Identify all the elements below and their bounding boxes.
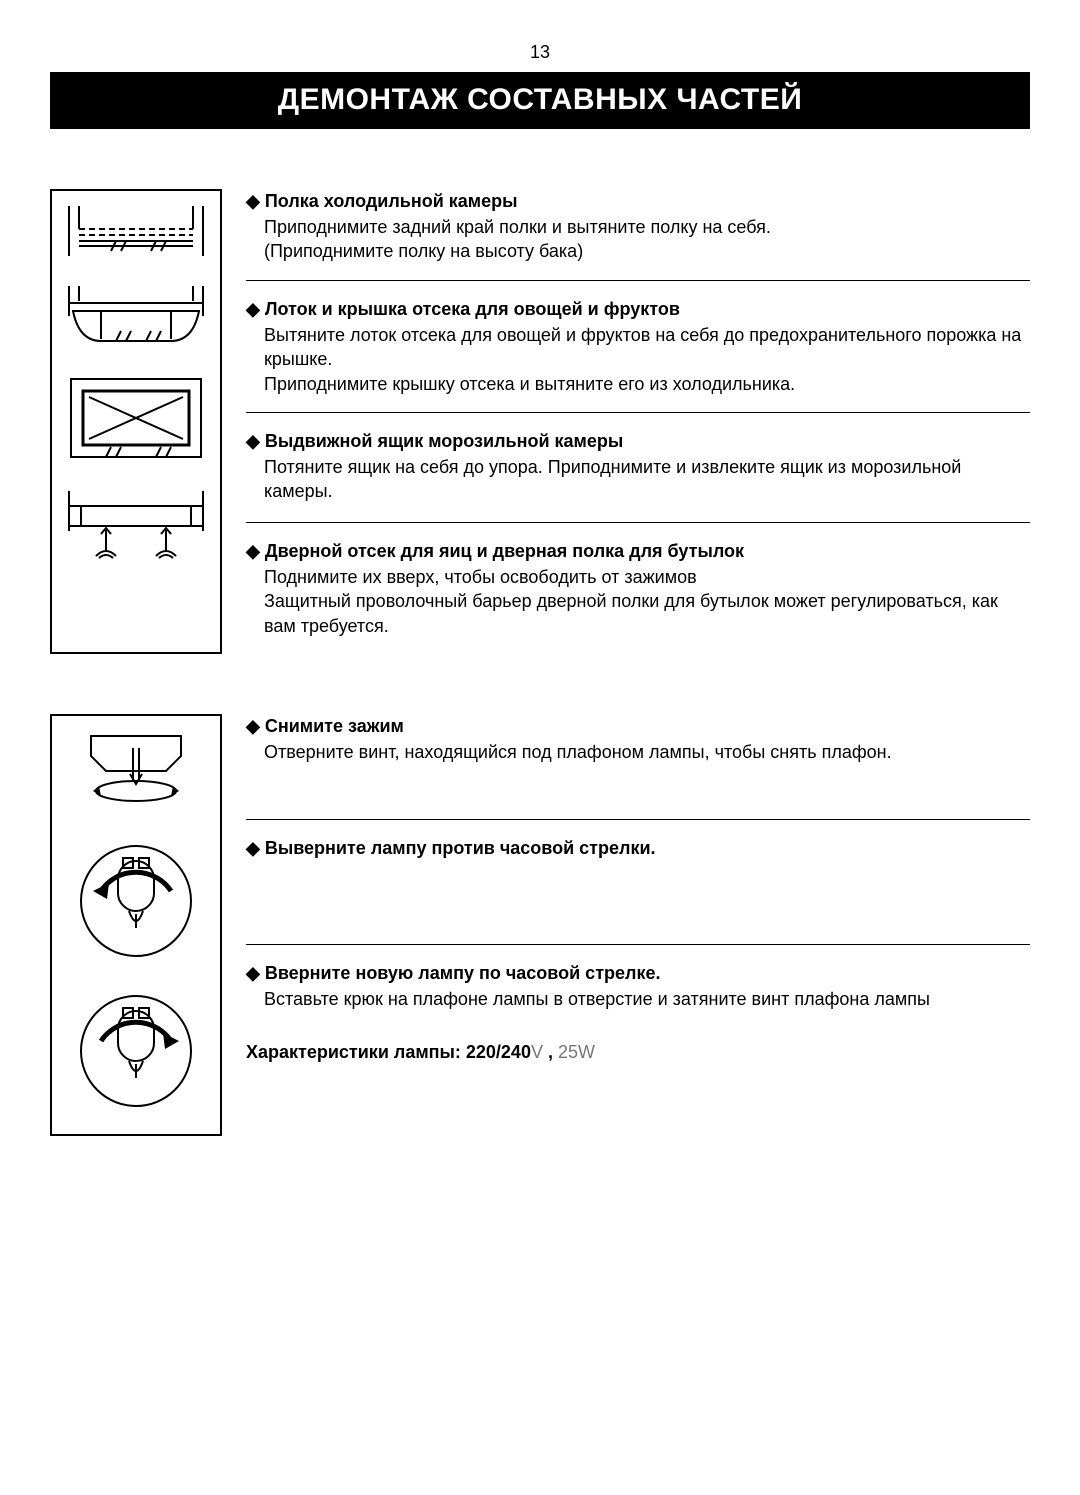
- section-remove-clamp: Снимите зажим Отверните винт, находящийс…: [246, 714, 1030, 819]
- section-title: Лоток и крышка отсека для овощей и фрукт…: [246, 297, 1030, 321]
- section-title: Выдвижной ящик морозильной камеры: [246, 429, 1030, 453]
- section-title: Снимите зажим: [246, 714, 1030, 738]
- group-lamp: Снимите зажим Отверните винт, находящийс…: [50, 714, 1030, 1136]
- section-body: Вставьте крюк на плафоне лампы в отверст…: [246, 987, 1030, 1011]
- text-column-2: Снимите зажим Отверните винт, находящийс…: [246, 714, 1030, 1136]
- section-tray: Лоток и крышка отсека для овощей и фрукт…: [246, 280, 1030, 412]
- section-title: Дверной отсек для яиц и дверная полка дл…: [246, 539, 1030, 563]
- page-title: ДЕМОНТАЖ СОСТАВНЫХ ЧАСТЕЙ: [50, 72, 1030, 129]
- screw-lamp-diagram: [71, 986, 201, 1116]
- section-unscrew: Выверните лампу против часовой стрелки.: [246, 819, 1030, 944]
- section-title: Выверните лампу против часовой стрелки.: [246, 836, 1030, 860]
- page-number: 13: [50, 40, 1030, 64]
- section-body: Вытяните лоток отсека для овощей и фрукт…: [246, 323, 1030, 396]
- section-body: Потяните ящик на себя до упора. Приподни…: [246, 455, 1030, 504]
- section-body: Отверните винт, находящийся под плафоном…: [246, 740, 1030, 764]
- diagram-column-2: [50, 714, 222, 1136]
- drawer-diagram: [61, 371, 211, 466]
- section-drawer: Выдвижной ящик морозильной камеры Потяни…: [246, 412, 1030, 522]
- spec-value: 25: [558, 1042, 578, 1062]
- lamp-spec: Характеристики лампы: 220/240V , 25W: [246, 1040, 1030, 1064]
- group-disassembly: Полка холодильной камеры Приподнимите за…: [50, 189, 1030, 654]
- spec-comma: ,: [543, 1042, 558, 1062]
- section-door-shelf: Дверной отсек для яиц и дверная полка дл…: [246, 522, 1030, 654]
- section-title: Полка холодильной камеры: [246, 189, 1030, 213]
- shelf-diagram: [61, 201, 211, 261]
- section-shelf: Полка холодильной камеры Приподнимите за…: [246, 189, 1030, 280]
- remove-clamp-diagram: [71, 726, 201, 816]
- unscrew-lamp-diagram: [71, 836, 201, 966]
- text-column-1: Полка холодильной камеры Приподнимите за…: [246, 189, 1030, 654]
- spec-label: Характеристики лампы: 220/240: [246, 1042, 531, 1062]
- spec-unit-v: V: [531, 1042, 543, 1062]
- section-screw: Вверните новую лампу по часовой стрелке.…: [246, 944, 1030, 1080]
- door-shelf-diagram: [61, 486, 211, 566]
- tray-diagram: [61, 281, 211, 351]
- section-body: Поднимите их вверх, чтобы освободить от …: [246, 565, 1030, 638]
- section-body: Приподнимите задний край полки и вытянит…: [246, 215, 1030, 264]
- spec-unit-w: W: [578, 1042, 595, 1062]
- diagram-column-1: [50, 189, 222, 654]
- section-title: Вверните новую лампу по часовой стрелке.: [246, 961, 1030, 985]
